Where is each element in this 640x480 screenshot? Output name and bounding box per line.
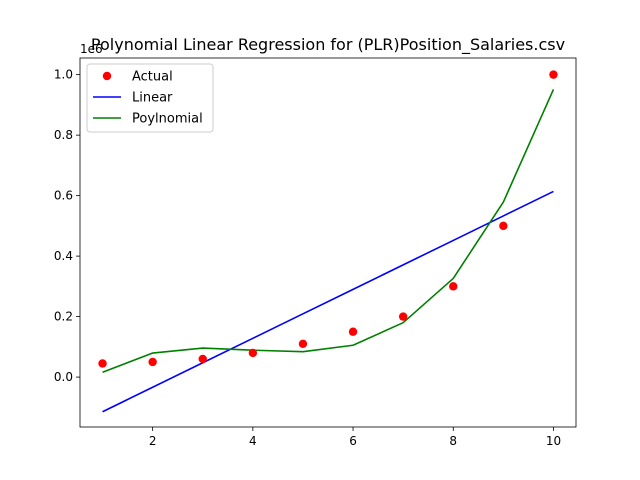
data-point-actual	[398, 312, 408, 321]
plot-area: 2 4 6 8 10 0.0 0.2 0.4 0.6 0.8 1.0	[54, 57, 577, 448]
legend: Actual Linear Poylnomial	[86, 63, 214, 133]
y-tick-label: 0.8	[54, 128, 73, 142]
x-tick-label: 6	[349, 434, 357, 448]
y-tick-label: 0.6	[54, 189, 73, 203]
axes-frame	[79, 57, 577, 428]
y-tick-label: 0.2	[54, 310, 73, 324]
data-point-actual	[248, 348, 258, 358]
series-line-poylnomial	[102, 89, 555, 374]
legend-label-linear: Linear	[132, 91, 173, 106]
y-tick-label: 1.0	[54, 68, 73, 82]
y-tick-label: 0.0	[54, 370, 73, 384]
data-point-actual	[198, 354, 207, 364]
data-point-actual	[348, 327, 358, 336]
data-point-actual	[298, 339, 308, 349]
series-line-linear	[102, 190, 554, 413]
data-point-actual	[148, 357, 157, 367]
y-axis-offset-label: 1e6	[80, 42, 103, 56]
legend-box	[86, 63, 214, 133]
y-tick-label: 0.4	[54, 249, 73, 263]
x-tick-label: 4	[249, 434, 257, 448]
data-point-actual	[98, 359, 107, 368]
x-tick-label: 8	[449, 434, 457, 448]
data-point-actual	[449, 282, 458, 291]
x-tick-label: 10	[546, 434, 561, 448]
legend-marker-actual	[102, 71, 112, 81]
data-point-actual	[499, 221, 508, 231]
data-point-actual	[549, 70, 558, 79]
chart-title: Polynomial Linear Regression for (PLR)Po…	[91, 35, 565, 55]
legend-label-actual: Actual	[132, 70, 173, 85]
x-tick-label: 2	[149, 434, 157, 448]
legend-label-poylnomial: Poylnomial	[132, 112, 203, 127]
